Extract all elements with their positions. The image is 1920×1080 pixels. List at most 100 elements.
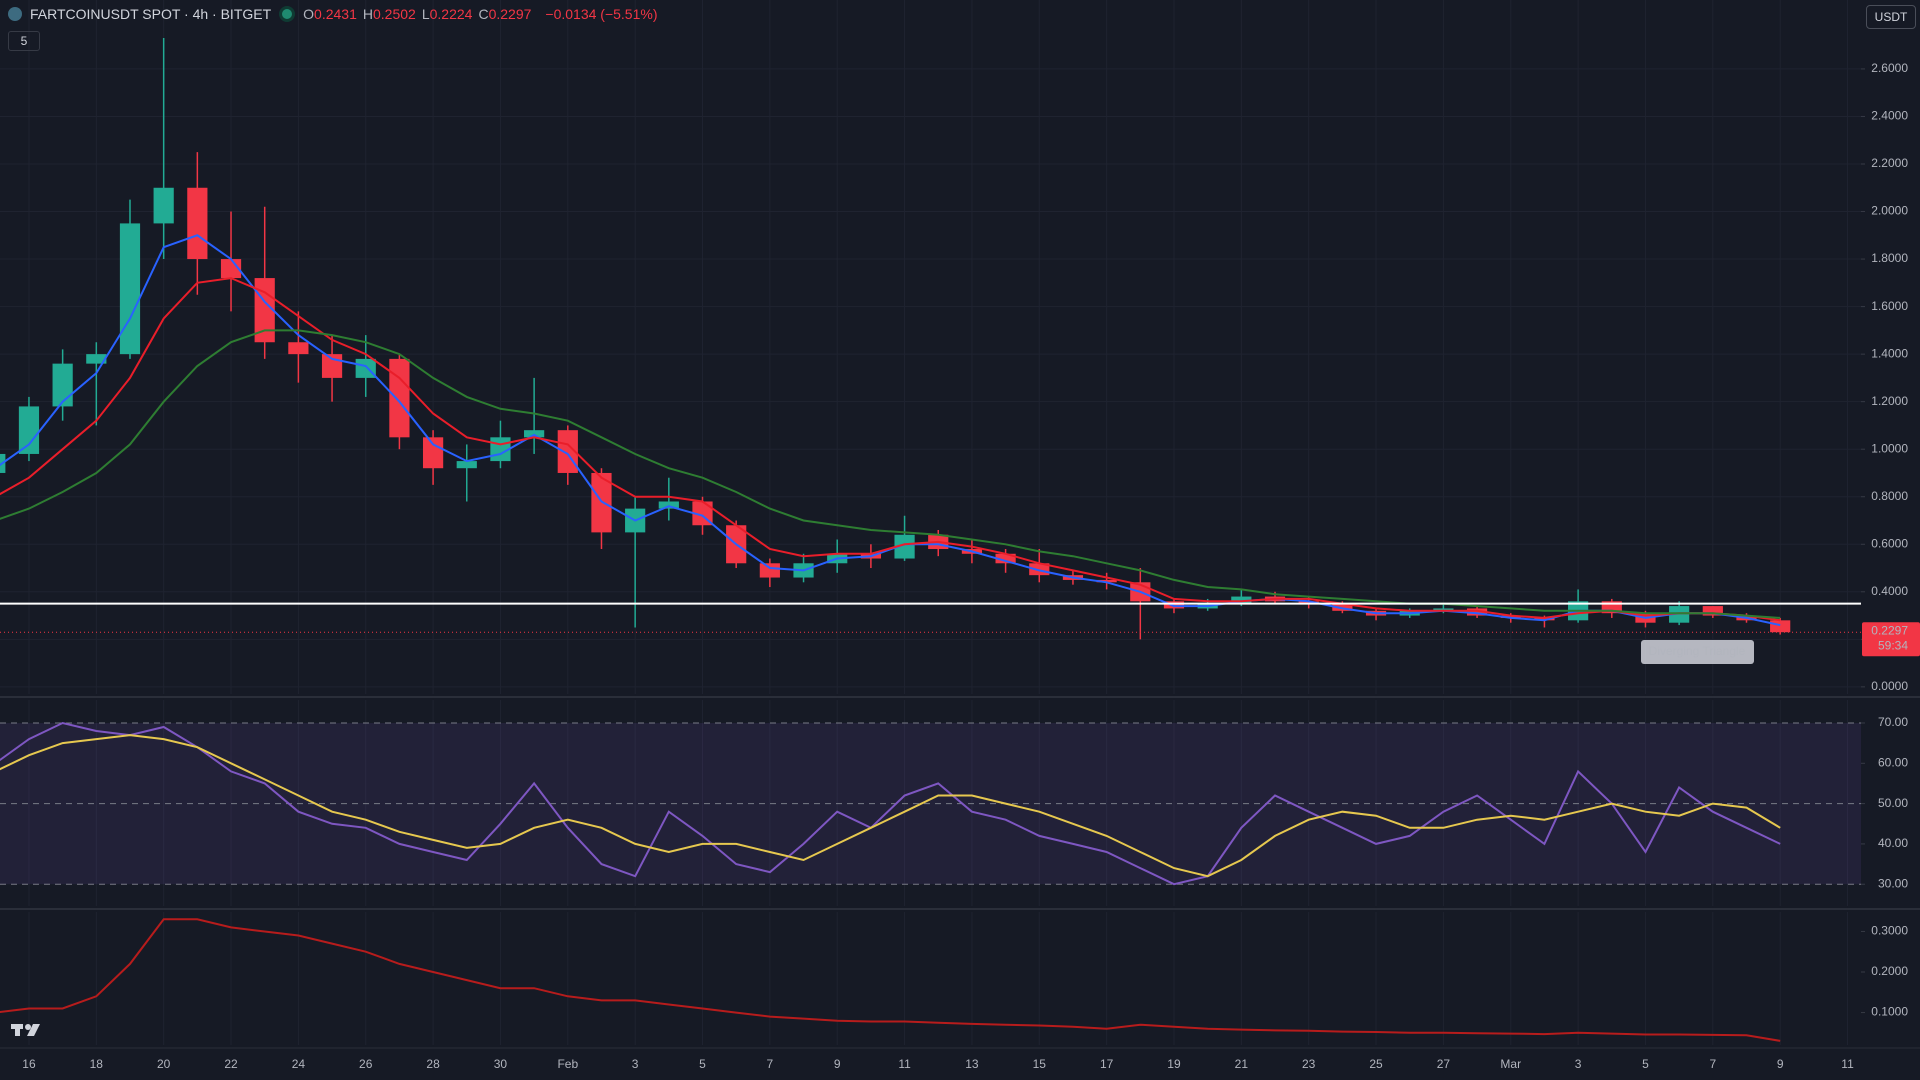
series-line xyxy=(0,734,1781,878)
y-tick-label: 0.0000 xyxy=(1871,679,1908,693)
x-tick-label: 30 xyxy=(494,1057,508,1071)
candle-body xyxy=(422,437,444,469)
candle-body xyxy=(1433,608,1454,611)
y-tick-label: 2.6000 xyxy=(1871,61,1908,75)
candle-body xyxy=(86,354,107,364)
ohlc-label: C xyxy=(478,6,489,22)
y-tick-label: 70.00 xyxy=(1878,715,1908,729)
candle-body xyxy=(1332,603,1353,611)
candle-body xyxy=(894,534,915,559)
x-tick-label: 3 xyxy=(632,1057,639,1071)
logo xyxy=(11,1024,40,1036)
candle-body xyxy=(1466,608,1488,616)
candle-body xyxy=(220,259,242,279)
x-tick-label: 3 xyxy=(1575,1057,1582,1071)
x-tick-label: 7 xyxy=(767,1057,774,1071)
x-tick-label: 26 xyxy=(359,1057,373,1071)
candle-body xyxy=(658,501,679,509)
candle-body xyxy=(1298,601,1319,604)
candle-body xyxy=(52,363,73,407)
ohlc-value: 0.2297 xyxy=(488,6,532,22)
ohlc-value: 0.2224 xyxy=(429,6,473,22)
y-tick-label: 30.00 xyxy=(1878,876,1908,890)
candle-body xyxy=(1029,563,1050,576)
ohlc-value: 0.2431 xyxy=(314,6,357,22)
header: FARTCOINUSDT SPOT · 4h · BITGET O0.2431 H… xyxy=(8,6,658,22)
candle-body xyxy=(759,563,780,578)
candle-body xyxy=(288,342,309,355)
candle-body xyxy=(153,187,174,224)
currency-select[interactable]: USDT xyxy=(1866,5,1916,29)
y-tick-label: 40.00 xyxy=(1878,836,1908,850)
x-tick-label: 17 xyxy=(1100,1057,1114,1071)
x-tick-label: 16 xyxy=(22,1057,36,1071)
candle-body xyxy=(187,187,208,260)
candle-body xyxy=(995,553,1016,564)
y-tick-label: 1.4000 xyxy=(1871,346,1908,360)
series-line xyxy=(0,918,1781,1042)
x-tick-label: 28 xyxy=(426,1057,440,1071)
x-tick-label: 15 xyxy=(1033,1057,1047,1071)
x-tick-label: 24 xyxy=(292,1057,306,1071)
candle-body xyxy=(1601,601,1622,614)
series-line xyxy=(0,329,1781,619)
candle-body xyxy=(456,461,477,469)
x-tick-label: 11 xyxy=(1841,1057,1854,1071)
x-tick-label: 23 xyxy=(1302,1057,1316,1071)
series-line xyxy=(0,721,1781,886)
x-tick-label: 20 xyxy=(157,1057,171,1071)
currency: USDT xyxy=(1874,10,1908,24)
candle-body xyxy=(1096,579,1117,583)
indicator-count: 5 xyxy=(20,34,28,48)
x-tick-label: Feb xyxy=(557,1057,578,1071)
y-tick-label: 0.6000 xyxy=(1871,536,1908,550)
market-status xyxy=(279,6,296,22)
x-tick-label: 27 xyxy=(1437,1057,1451,1071)
y-tick-label: 0.4000 xyxy=(1871,584,1908,598)
ohlc-label: H xyxy=(362,6,373,22)
y-tick-label: 1.6000 xyxy=(1871,299,1908,313)
x-tick-label: 19 xyxy=(1167,1057,1181,1071)
y-tick-label: 2.2000 xyxy=(1871,156,1908,170)
x-tick-label: 5 xyxy=(1642,1057,1649,1071)
y-tick-label: 2.0000 xyxy=(1871,204,1908,218)
symbol-icon xyxy=(8,7,22,21)
countdown: 59:34 xyxy=(1878,638,1908,652)
x-tick-label: 7 xyxy=(1709,1057,1716,1071)
candle-body xyxy=(1231,596,1252,604)
x-tick-label: 9 xyxy=(834,1057,841,1071)
candle-body xyxy=(1534,617,1555,621)
x-tick-label: 11 xyxy=(898,1057,911,1071)
annotation: Diverging Triangle xyxy=(1649,644,1746,658)
y-tick-label: 1.0000 xyxy=(1871,441,1908,455)
candle-body xyxy=(1770,620,1791,633)
y-tick-label: 0.8000 xyxy=(1871,489,1908,503)
series-line xyxy=(0,277,1781,622)
indicator-toggle[interactable]: 5 xyxy=(8,31,40,51)
candle-body xyxy=(524,430,545,438)
y-tick-label: 1.2000 xyxy=(1871,394,1908,408)
change: −0.0134 (−5.51%) xyxy=(545,6,658,22)
ohlc: O0.2431 H0.2502 L0.2224 C0.2297 xyxy=(303,6,537,22)
ohlc-label: O xyxy=(303,6,315,22)
x-tick-label: 5 xyxy=(699,1057,706,1071)
x-tick-label: 18 xyxy=(90,1057,104,1071)
candle-body xyxy=(355,358,376,378)
candle-body xyxy=(18,406,40,454)
last-price-box xyxy=(1862,622,1920,657)
candle-body xyxy=(1702,606,1723,616)
candle-body xyxy=(1500,615,1521,618)
y-tick-label: 0.1000 xyxy=(1871,1005,1908,1019)
y-tick-label: 0.2000 xyxy=(1871,964,1908,978)
y-tick-label: 60.00 xyxy=(1878,755,1908,769)
x-tick-label: 21 xyxy=(1235,1057,1249,1071)
x-tick-label: 22 xyxy=(224,1057,238,1071)
candle-body xyxy=(591,472,612,533)
candle-body xyxy=(1163,601,1185,609)
annotation-box xyxy=(1641,640,1754,664)
x-tick-label: 9 xyxy=(1777,1057,1784,1071)
ohlc-value: 0.2502 xyxy=(373,6,416,22)
